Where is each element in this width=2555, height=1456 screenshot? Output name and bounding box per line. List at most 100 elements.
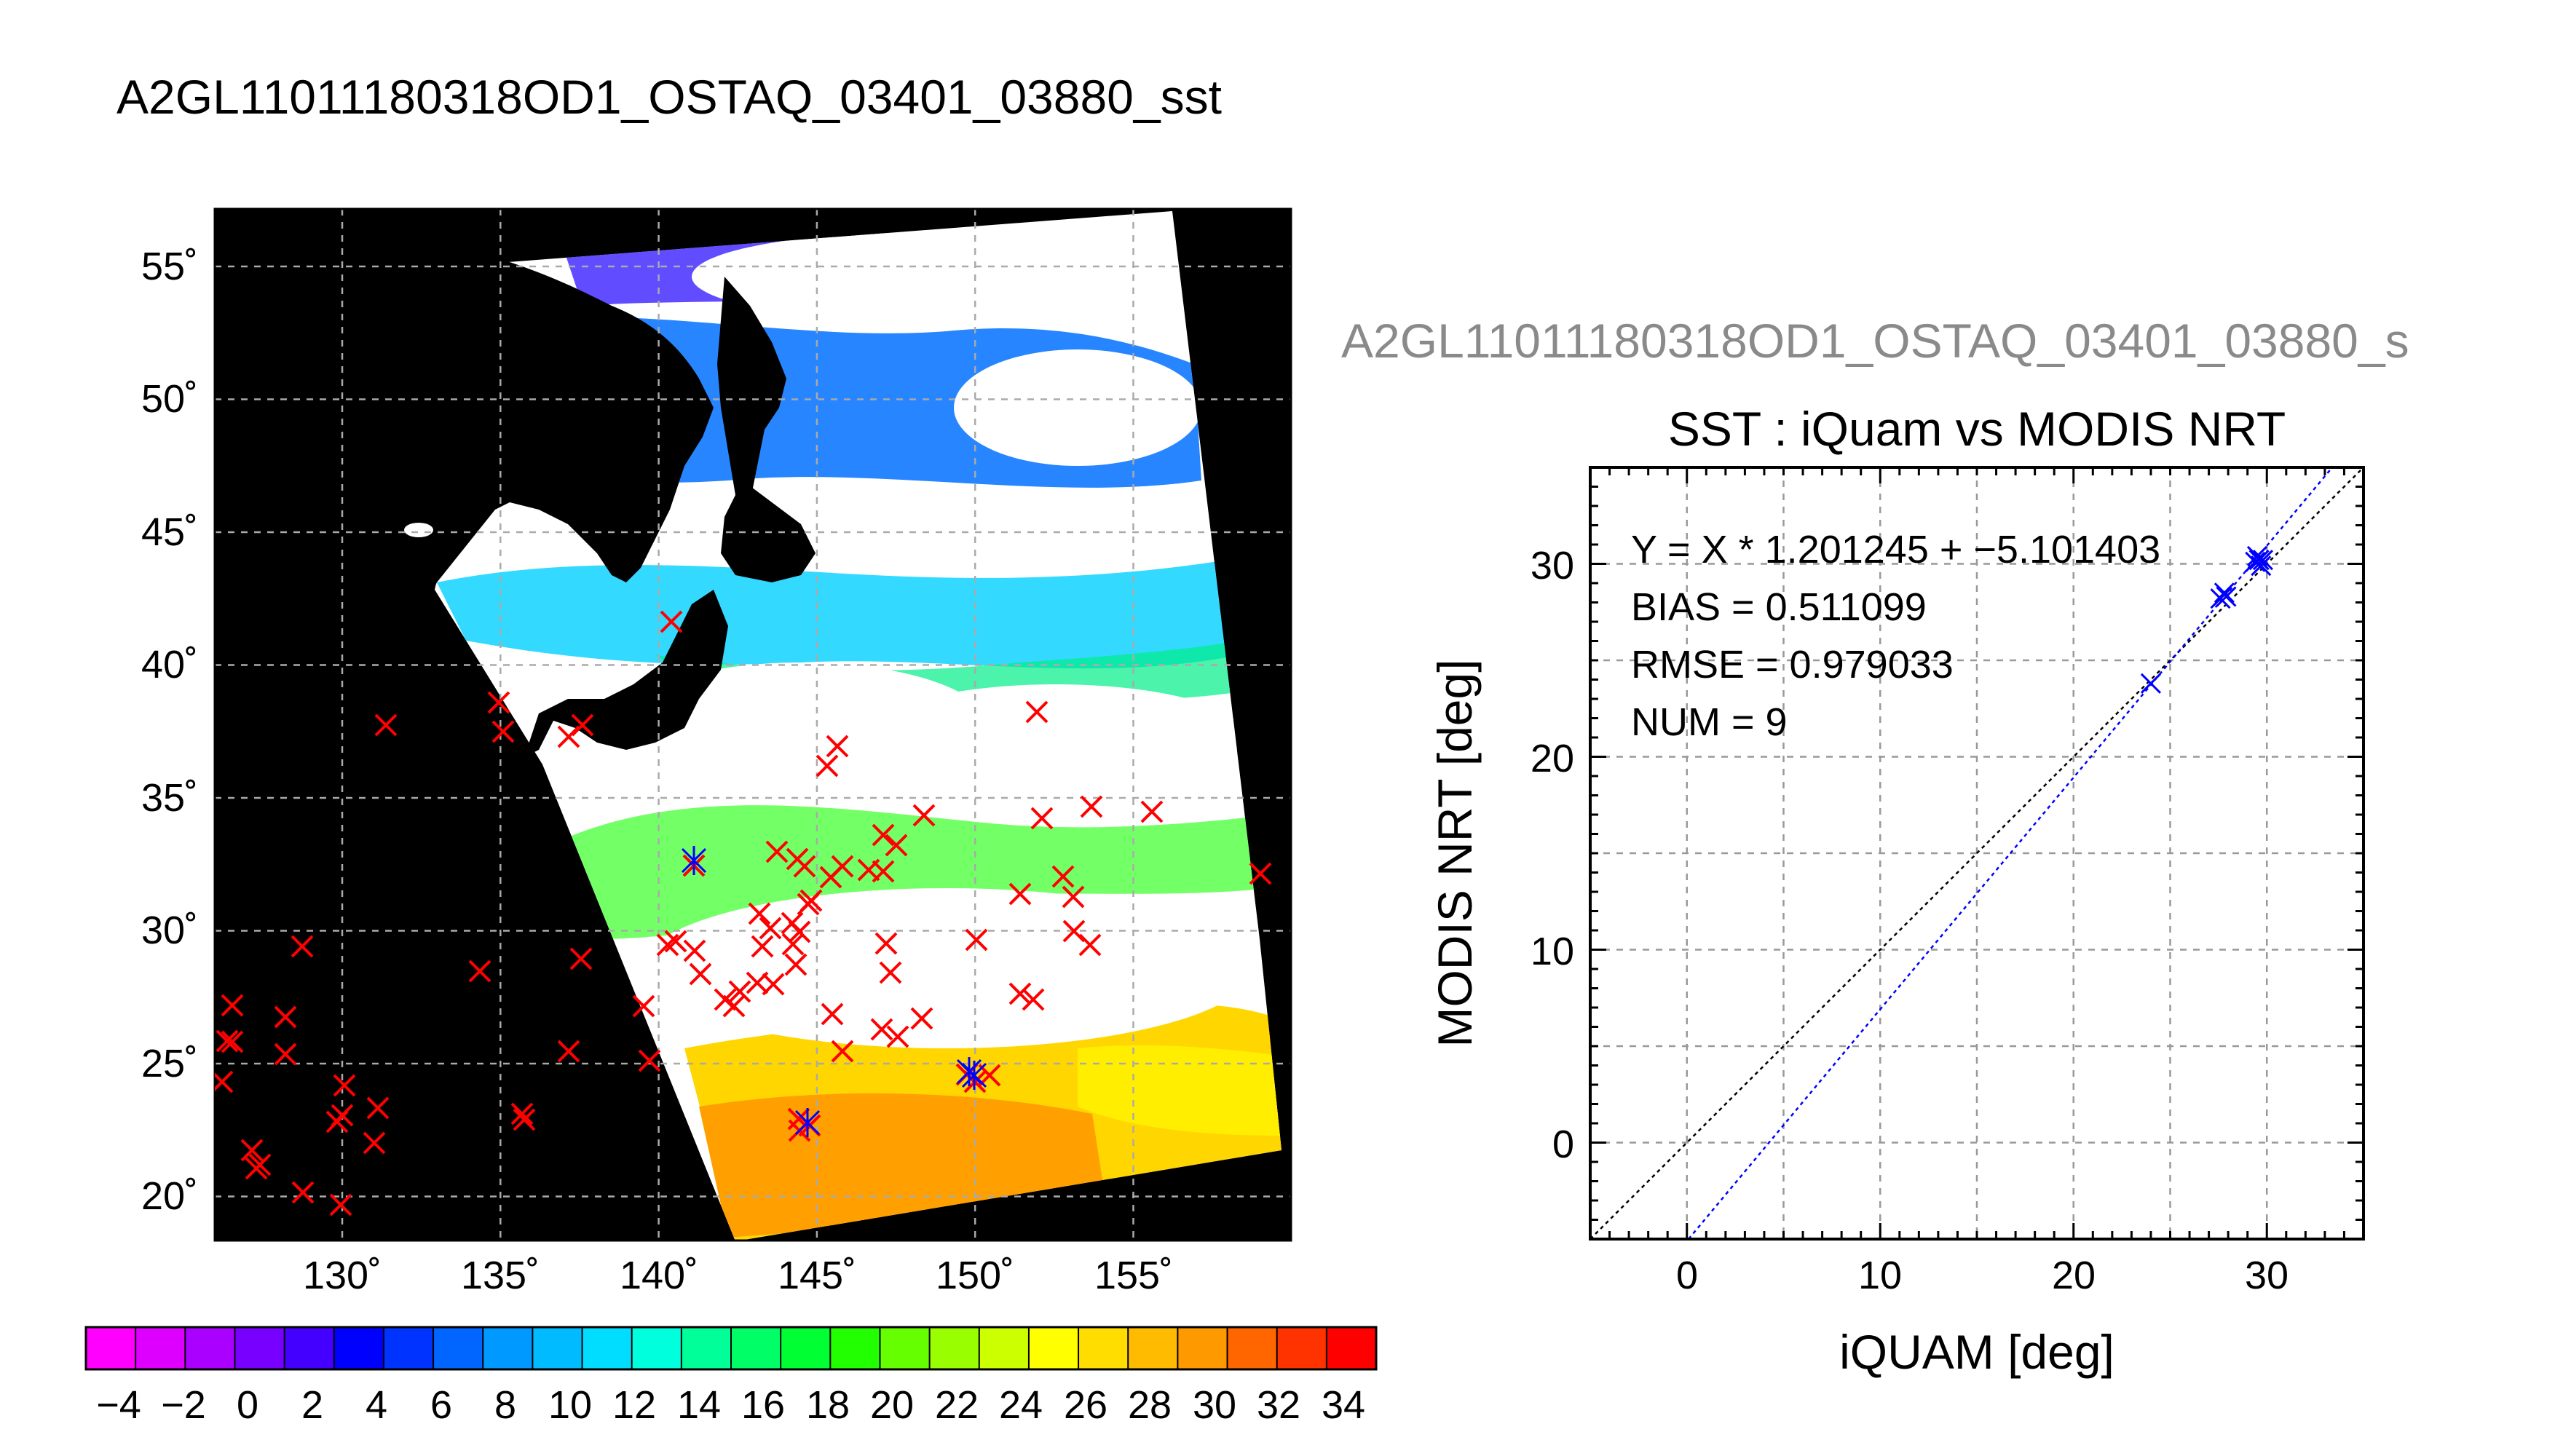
buoy-marker: [965, 928, 988, 951]
colorbar-swatch: [284, 1327, 335, 1369]
buoy-marker: [788, 920, 811, 943]
lat-label: 25˚: [141, 1042, 198, 1085]
map-frame: [213, 207, 1292, 1242]
buoy-markers: [215, 610, 1272, 1216]
lat-label: 50˚: [141, 377, 198, 421]
scatter-point: [2214, 582, 2235, 604]
scatter-panel: SST : iQuam vs MODIS NRT Y = X * 1.20124…: [1428, 402, 2365, 1379]
buoy-marker: [363, 1131, 386, 1155]
colorbar-tick-label: 20: [870, 1383, 914, 1427]
buoy-marker: [1140, 800, 1164, 823]
colorbar-swatch: [929, 1327, 980, 1369]
colorbar-swatch: [333, 1327, 384, 1369]
colorbar-tick-label: 28: [1128, 1383, 1172, 1427]
colorbar-swatch: [135, 1327, 186, 1369]
matched-buoy-marker: [961, 1061, 987, 1090]
colorbar-swatch: [781, 1327, 831, 1369]
buoy-marker: [513, 1108, 536, 1131]
x-tick-label: 30: [2245, 1254, 2289, 1297]
colorbar-swatch: [86, 1327, 136, 1369]
colorbar-tick-label: 0: [237, 1383, 258, 1427]
colorbar-swatch: [1128, 1327, 1178, 1369]
colorbar-swatch: [582, 1327, 633, 1369]
buoy-marker: [632, 994, 655, 1018]
lat-label: 45˚: [141, 510, 198, 554]
colorbar-swatch: [1276, 1327, 1327, 1369]
colorbar-swatch: [483, 1327, 533, 1369]
colorbar-tick-label: 4: [366, 1383, 387, 1427]
buoy-marker: [831, 1040, 854, 1063]
buoy-marker: [331, 1104, 354, 1127]
buoy-marker: [759, 917, 782, 940]
buoy-marker: [487, 691, 510, 714]
buoy-marker: [816, 754, 839, 778]
map-grid: [215, 209, 1291, 1241]
buoy-marker: [1025, 700, 1049, 724]
buoy-marker: [291, 935, 314, 958]
scatter-point: [2245, 551, 2266, 572]
fit-annotations: Y = X * 1.201245 + −5.101403 BIAS = 0.51…: [1631, 528, 2160, 744]
buoy-marker: [910, 1007, 933, 1030]
buoy-marker: [797, 893, 820, 916]
buoy-marker: [819, 866, 842, 889]
colorbar-swatch: [830, 1327, 880, 1369]
colorbar-tick-label: −2: [161, 1383, 206, 1427]
x-tick-label: 20: [2052, 1254, 2096, 1297]
colorbar-tick-label: 34: [1322, 1383, 1365, 1427]
colorbar-swatch: [532, 1327, 583, 1369]
colorbar-labels: −4 −2 0 2 4 6 8 10 12 14 16 18 20 22 24 …: [96, 1383, 1365, 1427]
buoy-marker: [1030, 807, 1054, 830]
y-tick-label: 20: [1531, 737, 1574, 780]
colorbar-swatch: [234, 1327, 285, 1369]
buoy-marker: [1022, 988, 1045, 1011]
buoy-marker: [765, 840, 789, 863]
lat-label: 30˚: [141, 909, 198, 952]
page-title: A2GL11011180318OD1_OSTAQ_03401_03880_sst: [117, 70, 1222, 124]
buoy-marker: [638, 1049, 661, 1072]
buoy-marker: [874, 932, 898, 955]
buoy-marker: [240, 1139, 264, 1162]
buoy-marker: [221, 1030, 244, 1053]
y-tick-labels: 0 10 20 30: [1531, 544, 1574, 1166]
chart-title: SST : iQuam vs MODIS NRT: [1668, 402, 2286, 456]
colorbar-tick-label: 12: [612, 1383, 656, 1427]
buoy-marker: [886, 1025, 909, 1048]
matched-buoy-marker: [681, 846, 707, 875]
buoy-marker: [274, 1042, 297, 1066]
buoy-marker: [569, 947, 593, 970]
colorbar-frame: [84, 1326, 1378, 1371]
lat-label: 35˚: [141, 776, 198, 820]
colorbar-tick-label: 10: [548, 1383, 592, 1427]
buoy-marker: [1080, 795, 1103, 818]
bias-value: BIAS = 0.511099: [1631, 585, 1927, 629]
buoy-marker: [821, 1002, 844, 1026]
buoy-marker: [1008, 982, 1032, 1005]
lon-label: 150˚: [936, 1254, 1014, 1297]
buoy-marker: [722, 994, 746, 1018]
colorbar-swatch: [433, 1327, 483, 1369]
colorbar-swatch: [979, 1327, 1030, 1369]
colorbar-swatch: [681, 1327, 732, 1369]
scatter-point: [2216, 586, 2237, 607]
colorbar-swatch: [1326, 1327, 1377, 1369]
colorbar-swatch: [631, 1327, 682, 1369]
colorbar-tick-label: 16: [741, 1383, 785, 1427]
buoy-marker: [689, 962, 712, 986]
lat-label: 55˚: [141, 245, 198, 288]
buoy-marker: [468, 960, 491, 983]
lon-label: 130˚: [303, 1254, 382, 1297]
y-tick-label: 10: [1531, 930, 1574, 973]
buoy-marker: [1062, 919, 1086, 943]
buoy-marker: [510, 1102, 534, 1125]
lat-label: 20˚: [141, 1174, 198, 1218]
y-axis-label: MODIS NRT [deg]: [1428, 659, 1482, 1047]
buoy-marker: [885, 834, 908, 857]
buoy-marker: [1008, 882, 1032, 906]
x-axis-label: iQUAM [deg]: [1839, 1325, 2114, 1379]
buoy-marker: [491, 720, 515, 743]
scatter-header-title: A2GL11011180318OD1_OSTAQ_03401_03880_s: [1341, 314, 2409, 368]
scatter-point: [2248, 550, 2270, 571]
buoy-marker: [557, 725, 580, 748]
buoy-marker: [784, 953, 807, 976]
colorbar-swatch: [731, 1327, 781, 1369]
